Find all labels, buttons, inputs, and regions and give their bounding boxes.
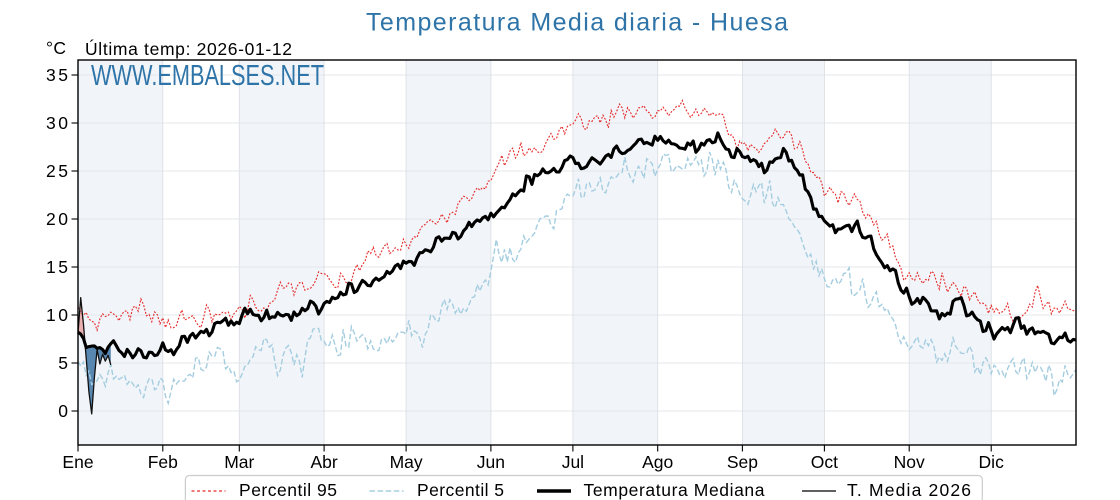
svg-text:Feb: Feb [148, 452, 178, 472]
svg-text:Temperatura Mediana: Temperatura Mediana [584, 480, 765, 500]
svg-text:Sep: Sep [727, 452, 758, 472]
svg-text:Abr: Abr [310, 452, 337, 472]
svg-text:Ago: Ago [642, 452, 673, 472]
svg-text:Ene: Ene [62, 452, 93, 472]
svg-text:Dic: Dic [979, 452, 1005, 472]
svg-text:Jul: Jul [562, 452, 584, 472]
svg-text:5: 5 [58, 353, 68, 373]
svg-text:T. Media 2026: T. Media 2026 [847, 480, 971, 500]
svg-text:Nov: Nov [894, 452, 925, 472]
svg-text:Última temp: 2026-01-12: Última temp: 2026-01-12 [85, 38, 292, 59]
svg-text:Jun: Jun [477, 452, 505, 472]
svg-text:May: May [390, 452, 423, 472]
svg-text:Percentil 5: Percentil 5 [417, 480, 504, 500]
svg-text:Temperatura Media diaria - Hue: Temperatura Media diaria - Huesa [366, 9, 788, 37]
svg-text:Percentil 95: Percentil 95 [239, 480, 337, 500]
svg-text:WWW.EMBALSES.NET: WWW.EMBALSES.NET [91, 60, 324, 92]
svg-text:°C: °C [46, 38, 66, 58]
svg-text:Oct: Oct [811, 452, 838, 472]
svg-text:Mar: Mar [224, 452, 254, 472]
svg-text:0: 0 [58, 401, 68, 421]
